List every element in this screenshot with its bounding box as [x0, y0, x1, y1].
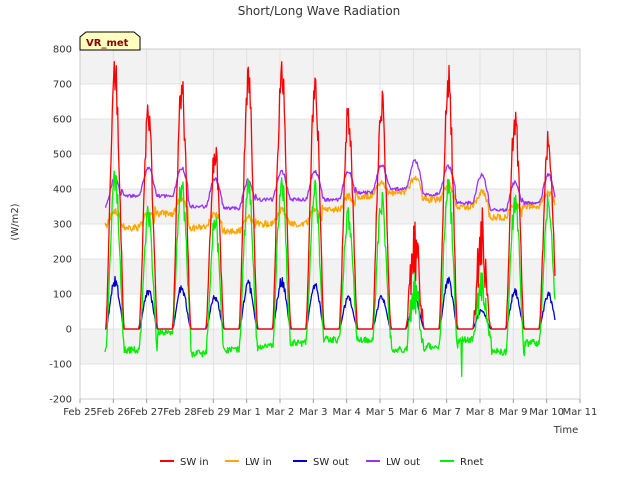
x-axis-label: Time [553, 425, 578, 436]
series-group [104, 60, 556, 377]
y-tick-label: 300 [53, 220, 72, 231]
x-tick-label: Feb 25 [63, 407, 97, 418]
grid-bands [80, 49, 580, 364]
badge-shape [79, 31, 141, 51]
y-tick-label: 400 [53, 185, 72, 196]
legend-label: Rnet [460, 457, 483, 468]
y-tick-label: 200 [53, 255, 72, 266]
x-tick-label: Mar 3 [299, 407, 327, 418]
x-tick-label: Mar 5 [366, 407, 394, 418]
y-tick-label: 0 [66, 325, 72, 336]
grid-band [80, 49, 580, 84]
legend: SW in LW in SW out LW out Rnet [160, 457, 483, 468]
y-tick-label: 100 [53, 290, 72, 301]
x-tick-label: Feb 26 [97, 407, 131, 418]
y-tick-label: 500 [53, 150, 72, 161]
grid-band [80, 329, 580, 364]
y-tick-label: -100 [49, 360, 72, 371]
chart-title: Short/Long Wave Radiation [238, 4, 401, 18]
y-axis-ticks: -200 -100 0 100 200 300 400 500 600 700 800 [49, 45, 72, 406]
x-axis-ticks: Feb 25 Feb 26 Feb 27 Feb 28 Feb 29 Mar 1 Mar 2… [63, 399, 597, 418]
x-tick-label: Mar 6 [399, 407, 427, 418]
badge-label: VR_met [86, 38, 129, 49]
x-tick-label: Feb 27 [130, 407, 164, 418]
x-tick-label: Mar 4 [332, 407, 360, 418]
y-tick-label: 600 [53, 115, 72, 126]
legend-label: SW in [180, 457, 209, 468]
y-tick-label: 700 [53, 80, 72, 91]
series-line-lw-out [104, 158, 556, 213]
plot-frame [79, 48, 581, 400]
x-tick-label: Mar 10 [529, 407, 564, 418]
series-line-lw-in [104, 175, 556, 235]
x-tick-label: Feb 28 [163, 407, 197, 418]
legend-label: SW out [313, 457, 349, 468]
x-tick-label: Mar 11 [563, 407, 598, 418]
series-line-rnet [104, 170, 556, 377]
y-axis-label: (W/m2) [10, 203, 21, 240]
grid-band [80, 259, 580, 294]
station-badge: VR_met [79, 31, 141, 51]
x-tick-label: Mar 2 [266, 407, 294, 418]
legend-label: LW in [245, 457, 272, 468]
y-tick-label: -200 [49, 395, 72, 406]
x-tick-label: Mar 1 [232, 407, 260, 418]
x-tick-label: Mar 7 [432, 407, 460, 418]
series-line-sw-in [105, 60, 556, 330]
legend-label: LW out [386, 457, 420, 468]
y-tick-label: 800 [53, 45, 72, 56]
x-tick-label: Mar 9 [499, 407, 527, 418]
x-tick-label: Feb 29 [197, 407, 231, 418]
x-tick-label: Mar 8 [466, 407, 494, 418]
grid-band [80, 119, 580, 154]
